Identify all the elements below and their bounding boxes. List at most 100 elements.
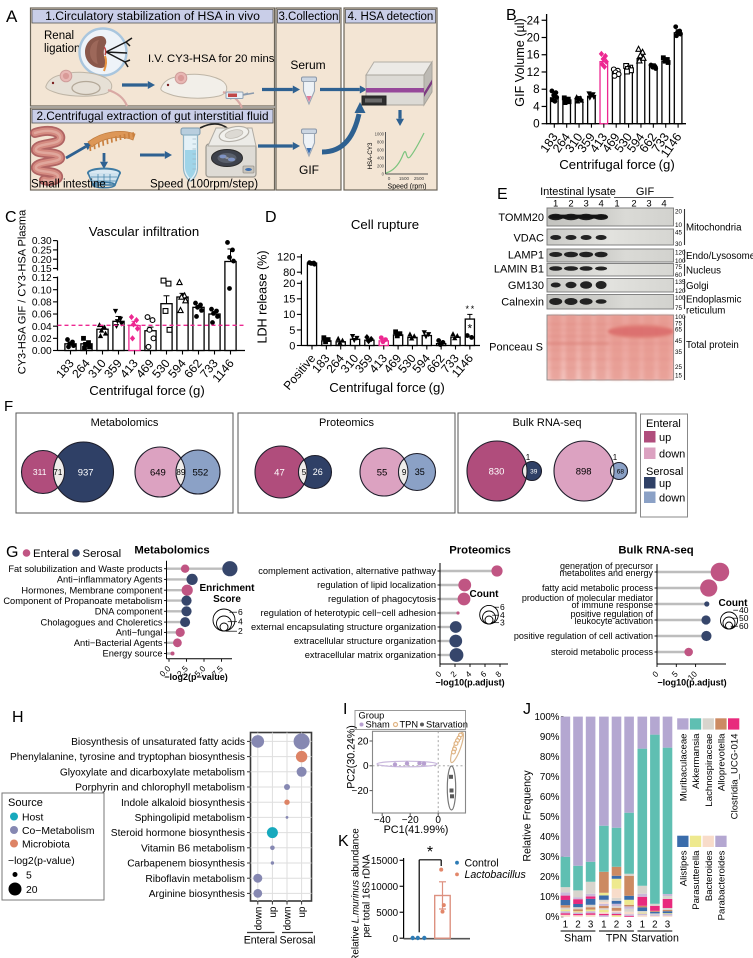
svg-text:0: 0 <box>388 176 391 181</box>
svg-text:Vascular infiltration: Vascular infiltration <box>89 224 199 239</box>
svg-text:LAMIN B1: LAMIN B1 <box>494 264 544 276</box>
svg-text:0.25: 0.25 <box>32 246 52 257</box>
svg-text:per total 16S rDNA: per total 16S rDNA <box>362 854 373 937</box>
svg-text:TOMM20: TOMM20 <box>498 212 544 224</box>
svg-text:−40: −40 <box>374 815 391 826</box>
svg-text:5: 5 <box>26 871 32 882</box>
svg-text:0.04: 0.04 <box>32 322 52 333</box>
svg-text:0.20: 0.20 <box>32 255 52 266</box>
svg-text:Vitamin B6 metabolism: Vitamin B6 metabolism <box>141 843 245 854</box>
svg-text:1: 1 <box>553 199 558 210</box>
svg-text:Serosal: Serosal <box>83 548 122 560</box>
svg-text:311: 311 <box>33 467 47 477</box>
svg-text:GM130: GM130 <box>508 280 544 292</box>
svg-text:Source: Source <box>8 797 43 809</box>
svg-text:Intestinal lysate: Intestinal lysate <box>540 186 616 198</box>
svg-text:Energy source: Energy source <box>103 649 163 659</box>
svg-text:9: 9 <box>402 468 407 477</box>
svg-text:4: 4 <box>464 669 474 679</box>
svg-text:1: 1 <box>640 920 645 931</box>
svg-text:GIF: GIF <box>299 163 319 177</box>
svg-text:5: 5 <box>302 468 307 477</box>
svg-text:Biosynthesis of unsaturated fa: Biosynthesis of unsaturated fatty acids <box>71 737 245 748</box>
svg-text:35: 35 <box>415 467 425 477</box>
svg-text:Speed (100rpm/step): Speed (100rpm/step) <box>150 179 258 191</box>
svg-text:80: 80 <box>283 267 295 279</box>
svg-text:120: 120 <box>675 250 686 257</box>
svg-text:0.00: 0.00 <box>32 346 52 357</box>
svg-text:down: down <box>659 493 685 505</box>
svg-text:Starvation: Starvation <box>631 933 679 945</box>
svg-text:positive regulation of cell ac: positive regulation of cell activation <box>514 631 653 641</box>
svg-text:production of molecular mediat: production of molecular mediator <box>522 593 653 603</box>
svg-text:Serosal: Serosal <box>646 466 683 478</box>
svg-text:135: 135 <box>675 279 686 286</box>
svg-text:G: G <box>6 544 18 561</box>
svg-text:2500: 2500 <box>414 176 425 181</box>
svg-text:Carbapenem biosynthesis: Carbapenem biosynthesis <box>127 859 245 870</box>
svg-text:Parasutterella: Parasutterella <box>691 850 702 910</box>
svg-text:2: 2 <box>568 199 573 210</box>
svg-text:8: 8 <box>494 669 504 679</box>
svg-text:60%: 60% <box>540 792 560 803</box>
svg-text:Centrifugal force (g): Centrifugal force (g) <box>559 157 675 172</box>
svg-text:6: 6 <box>479 669 489 679</box>
svg-text:0: 0 <box>393 934 399 945</box>
svg-text:reticulum: reticulum <box>686 306 725 317</box>
svg-text:552: 552 <box>192 467 208 478</box>
svg-text:Clostridia_UCG-014: Clostridia_UCG-014 <box>729 733 740 820</box>
svg-text:CY3-HSA GIF / CY3-HSA Plasma: CY3-HSA GIF / CY3-HSA Plasma <box>17 209 29 374</box>
svg-text:Indole alkaloid biosynthesis: Indole alkaloid biosynthesis <box>121 798 245 809</box>
svg-text:steroid metabolic process: steroid metabolic process <box>551 647 654 657</box>
svg-text:Control: Control <box>465 858 499 870</box>
svg-text:1: 1 <box>613 453 618 462</box>
svg-text:Metabolomics: Metabolomics <box>134 545 209 557</box>
svg-text:C: C <box>5 209 17 226</box>
svg-text:0: 0 <box>435 815 441 826</box>
svg-text:Bacteroides: Bacteroides <box>704 850 715 901</box>
svg-text:up: up <box>659 432 671 444</box>
svg-text:*: * <box>427 844 433 861</box>
svg-text:Anti−Bacterial Agents: Anti−Bacterial Agents <box>74 638 163 648</box>
svg-text:35: 35 <box>675 349 683 356</box>
svg-text:Count: Count <box>470 589 500 600</box>
svg-text:complement activation, alterna: complement activation, alternative pathw… <box>258 566 436 576</box>
svg-text:400: 400 <box>377 156 385 161</box>
svg-text:Enteral: Enteral <box>33 548 69 560</box>
svg-text:12: 12 <box>527 66 540 79</box>
svg-text:200: 200 <box>377 164 385 169</box>
svg-text:E: E <box>497 186 508 203</box>
svg-text:down: down <box>659 449 685 461</box>
svg-text:positive regulation of: positive regulation of <box>570 609 653 619</box>
svg-text:0: 0 <box>382 172 385 177</box>
svg-text:40: 40 <box>739 605 749 615</box>
svg-text:20: 20 <box>357 736 369 747</box>
svg-text:Co−Metabolism: Co−Metabolism <box>22 826 94 837</box>
svg-text:Serosal: Serosal <box>280 935 316 947</box>
svg-text:Total protein: Total protein <box>686 340 739 351</box>
svg-text:120: 120 <box>675 288 686 295</box>
svg-text:Lachnospiraceae: Lachnospiraceae <box>704 734 715 807</box>
svg-text:Muribaculaceae: Muribaculaceae <box>679 734 690 802</box>
svg-text:3: 3 <box>583 199 588 210</box>
svg-text:D: D <box>265 209 277 226</box>
svg-text:3: 3 <box>588 920 594 931</box>
svg-text:Count: Count <box>719 598 749 609</box>
svg-text:LDH release (%): LDH release (%) <box>256 250 270 343</box>
svg-text:0.10: 0.10 <box>32 285 52 296</box>
svg-text:55: 55 <box>377 467 388 478</box>
svg-text:0.12: 0.12 <box>32 273 52 284</box>
svg-text:6: 6 <box>500 602 505 612</box>
svg-text:Microbiota: Microbiota <box>22 840 70 851</box>
svg-text:Golgi: Golgi <box>686 281 709 292</box>
svg-text:1.Circulatory stabilization of: 1.Circulatory stabilization of HSA in vi… <box>45 9 260 23</box>
svg-text:39: 39 <box>530 468 538 475</box>
svg-text:Anti−inflammatory Agents: Anti−inflammatory Agents <box>57 575 163 585</box>
svg-text:F: F <box>4 398 13 415</box>
svg-text:ligation: ligation <box>44 43 80 55</box>
svg-text:Alloprevotella: Alloprevotella <box>717 733 728 791</box>
svg-text:40%: 40% <box>540 832 560 843</box>
svg-text:GIF: GIF <box>636 186 655 198</box>
svg-text:Enrichment: Enrichment <box>199 583 255 594</box>
svg-text:30%: 30% <box>540 852 560 863</box>
